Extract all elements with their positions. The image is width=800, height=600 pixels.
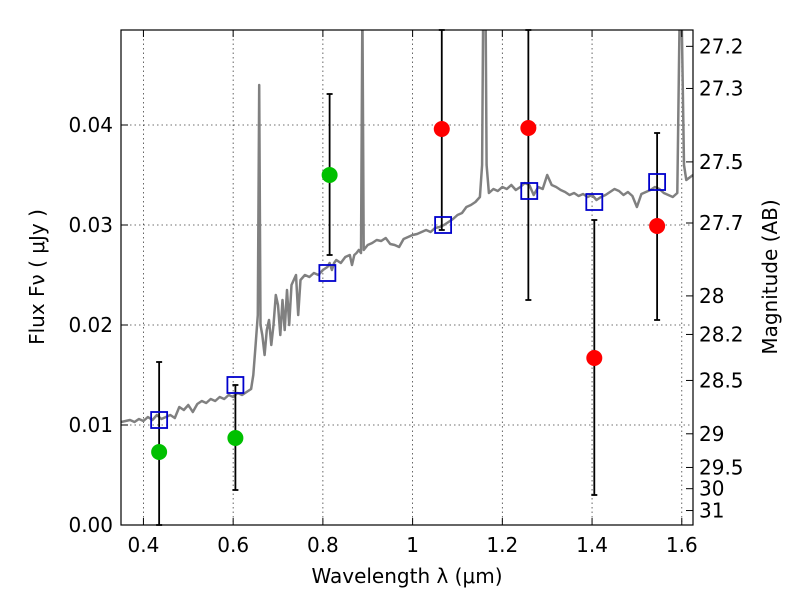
- y-tick-label: 0.00: [68, 513, 113, 537]
- model-photometry-square: [648, 173, 667, 191]
- mag-tick-label: 27.2: [699, 34, 744, 58]
- mag-tick-label: 27.7: [699, 211, 744, 235]
- optical-data-point: [227, 430, 244, 446]
- model-photometry-square: [150, 411, 169, 429]
- mag-tick-label: 29.5: [699, 455, 744, 479]
- ir-data-point: [649, 218, 666, 234]
- model-photometry-square: [585, 193, 604, 211]
- mag-tick-label: 31: [699, 499, 724, 523]
- plot-frame: [120, 29, 694, 526]
- mag-tick-label: 28.2: [699, 322, 744, 346]
- y-tick-label: 0.03: [68, 213, 113, 237]
- x-tick-label: 1: [406, 533, 419, 557]
- photometry-markers: [150, 120, 667, 460]
- x-tick-label: 0.6: [217, 533, 249, 557]
- model-photometry-square: [520, 182, 539, 200]
- y-tick-label: 0.04: [68, 113, 113, 137]
- mag-tick-label: 30: [699, 477, 724, 501]
- x-axis-label: Wavelength λ (μm): [311, 564, 502, 588]
- template-spectrum-layer: [121, 30, 693, 424]
- y-tick-label: 0.01: [68, 413, 113, 437]
- y2-axis-label: Magnitude (AB): [758, 199, 782, 354]
- mag-tick-label: 28.5: [699, 368, 744, 392]
- mag-tick-label: 28: [699, 284, 724, 308]
- x-tick-label: 1.4: [576, 533, 608, 557]
- mag-tick-label: 29: [699, 422, 724, 446]
- grid-lines: [121, 30, 693, 525]
- optical-data-point: [151, 444, 168, 460]
- error-bars: [156, 29, 661, 526]
- x-tick-label: 0.8: [307, 533, 339, 557]
- ir-data-point: [433, 121, 450, 137]
- x-tick-label: 1.2: [486, 533, 518, 557]
- x-tick-label: 0.4: [128, 533, 160, 557]
- model-photometry-square: [318, 264, 337, 282]
- ir-data-point: [520, 120, 537, 136]
- model-photometry-square: [434, 216, 453, 234]
- model-photometry-square: [226, 376, 245, 394]
- axis-ticks: 0.4 0.6 0.8 1 1.2 1.4 1.6 0.00 0.01 0.02 0.03 0.04 2…: [68, 30, 744, 557]
- y-tick-label: 0.02: [68, 313, 113, 337]
- y-axis-label: Flux Fν ( μJy ): [25, 209, 49, 345]
- template-spectrum-line: [121, 30, 693, 424]
- x-tick-label: 1.6: [666, 533, 698, 557]
- mag-tick-label: 27.3: [699, 76, 744, 100]
- ir-data-point: [586, 350, 603, 366]
- mag-tick-label: 27.5: [699, 150, 744, 174]
- optical-data-point: [321, 167, 338, 183]
